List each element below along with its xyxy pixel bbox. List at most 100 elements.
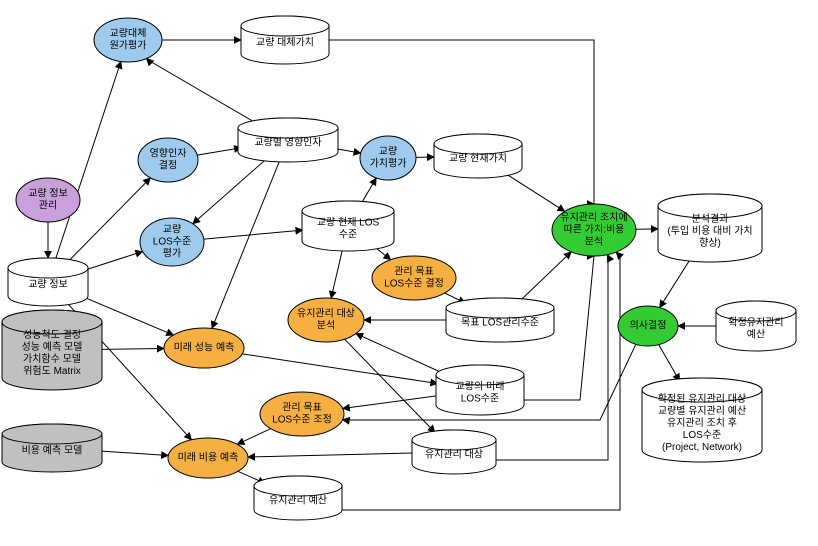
node-label: 성능 예측 모델 bbox=[22, 341, 83, 353]
n_goalLOSadjust: 관리 목표LOS수준 조정 bbox=[260, 392, 344, 436]
n_factorByBridge: 교량별 영향인자 bbox=[238, 118, 338, 162]
flow-diagram: 교량대체원가평가교량 대체가치교량 정보관리교량 정보성능척도 결정성능 예측 … bbox=[0, 0, 818, 546]
node-label: 결정 bbox=[159, 160, 177, 172]
n_costModel: 비용 예측 모델 bbox=[2, 424, 102, 472]
node-label: LOS수준 bbox=[153, 236, 191, 248]
node-label: 따른 가치:비용 bbox=[564, 224, 625, 236]
node-label: 교량 bbox=[163, 224, 181, 236]
n_goalLOSdecide: 관리 목표LOS수준 결정 bbox=[372, 256, 456, 300]
node-label: 확정된 유지관리 대상 bbox=[658, 393, 746, 405]
node-label: 관리 목표 bbox=[282, 402, 322, 414]
node-label: 성능척도 결정 bbox=[23, 329, 81, 341]
edge bbox=[212, 162, 279, 329]
edge bbox=[102, 451, 169, 455]
node-label: 미래 성능 예측 bbox=[174, 342, 235, 354]
edge bbox=[146, 58, 268, 130]
node-label: 향상) bbox=[699, 237, 721, 249]
edge bbox=[343, 396, 438, 409]
edge bbox=[68, 178, 150, 261]
edge bbox=[242, 354, 437, 384]
edge bbox=[237, 429, 270, 445]
node-label: LOS수준 조정 bbox=[272, 414, 332, 426]
node-label: 교량 정보 bbox=[28, 279, 68, 291]
node-label: 관리 목표 bbox=[394, 266, 434, 278]
node-label: 분석결과 bbox=[692, 213, 729, 225]
edge bbox=[248, 453, 412, 457]
edge bbox=[83, 251, 142, 270]
node-label: 유지관리 대상 bbox=[425, 449, 483, 461]
n_factorDecision: 영향인자결정 bbox=[138, 138, 198, 182]
node-label: 가치평가 bbox=[370, 158, 407, 170]
edge bbox=[193, 160, 266, 224]
node-label: 교량별 영향인자 bbox=[254, 137, 321, 149]
node-label: 분석 bbox=[585, 236, 603, 248]
node-label: 원가평가 bbox=[110, 40, 147, 52]
edge bbox=[362, 178, 376, 202]
node-label: 관리 bbox=[39, 200, 57, 212]
node-label: 유지관리 조치에 bbox=[560, 212, 627, 224]
node-label: 교량 bbox=[379, 146, 397, 158]
edge bbox=[660, 259, 690, 307]
node-label: 분석 bbox=[317, 320, 335, 332]
n_currentLOS: 교량 현재 LOS수준 bbox=[302, 201, 394, 251]
node-label: (투입 비용 대비 가치 bbox=[667, 224, 752, 237]
node-label: 유지관리 조치 후 bbox=[667, 417, 737, 429]
n_analysisResult: 분석결과(투입 비용 대비 가치향상) bbox=[658, 194, 762, 262]
node-label: 위험도 Matrix bbox=[23, 364, 81, 377]
node-label: 예산 bbox=[747, 329, 765, 341]
node-label: 교량 현재 LOS bbox=[317, 217, 380, 229]
node-label: 미래 비용 예측 bbox=[178, 452, 239, 464]
n_valueEval: 교량가치평가 bbox=[360, 136, 416, 180]
n_replPriceEval: 교량대체원가평가 bbox=[94, 18, 162, 62]
n_models: 성능척도 결정성능 예측 모델가치함수 모델위험도 Matrix bbox=[2, 310, 102, 390]
n_info: 교량 정보 bbox=[8, 258, 88, 306]
n_maintBudget: 유지관리 예산 bbox=[254, 476, 342, 520]
n_fixedBudget: 확정유지관리예산 bbox=[716, 301, 796, 351]
node-label: 영향인자 bbox=[150, 148, 187, 160]
node-label: LOS수준 결정 bbox=[384, 278, 444, 290]
edge bbox=[102, 349, 164, 350]
n_futurePerf: 미래 성능 예측 bbox=[164, 328, 244, 368]
node-label: 평가 bbox=[163, 248, 181, 260]
edge bbox=[204, 230, 303, 239]
edge bbox=[659, 345, 680, 381]
edge bbox=[197, 148, 241, 155]
node-label: 수준 bbox=[339, 229, 357, 241]
node-label: 교량 현재가치 bbox=[449, 153, 507, 165]
n_futureLOS: 교량의 미래LOS수준 bbox=[436, 365, 524, 415]
node-label: 교량별 유지관리 예산 bbox=[658, 405, 746, 417]
node-label: 교량 대체가치 bbox=[256, 37, 314, 49]
edge bbox=[345, 339, 435, 432]
node-label: LOS수준 bbox=[683, 429, 721, 441]
edge bbox=[521, 252, 571, 300]
node-label: LOS수준 bbox=[461, 393, 499, 405]
n_decision: 의사결정 bbox=[618, 306, 678, 346]
n_infoMgmt: 교량 정보관리 bbox=[16, 178, 80, 222]
edge bbox=[331, 251, 342, 298]
edge bbox=[356, 334, 446, 375]
edge bbox=[505, 173, 565, 211]
node-label: 비용 예측 모델 bbox=[22, 445, 83, 457]
n_maintTargetA: 유지관리 대상분석 bbox=[288, 298, 364, 342]
node-label: 의사결정 bbox=[630, 320, 667, 332]
n_replValue: 교량 대체가치 bbox=[241, 16, 329, 64]
edge bbox=[329, 40, 594, 204]
edge bbox=[56, 62, 121, 259]
n_finalResult: 확정된 유지관리 대상교량별 유지관리 예산유지관리 조치 후LOS수준(Pro… bbox=[642, 378, 762, 462]
n_goalLOSlevel: 목표 LOS관리수준 bbox=[446, 298, 554, 342]
n_futureCost: 미래 비용 예측 bbox=[168, 438, 248, 478]
node-label: 교량 정보 bbox=[28, 188, 68, 200]
node-label: 유지관리 대상 bbox=[297, 308, 355, 320]
node-label: 가치함수 모델 bbox=[23, 353, 81, 365]
node-label: 목표 LOS관리수준 bbox=[461, 317, 539, 329]
node-label: (Project, Network) bbox=[662, 442, 742, 453]
node-label: 유지관리 예산 bbox=[269, 495, 327, 507]
node-label: 교량대체 bbox=[110, 28, 147, 40]
n_losEval: 교량LOS수준평가 bbox=[140, 218, 204, 266]
n_maintTarget: 유지관리 대상 bbox=[412, 430, 496, 474]
nodes-layer: 교량대체원가평가교량 대체가치교량 정보관리교량 정보성능척도 결정성능 예측 … bbox=[2, 16, 796, 520]
node-label: 교량의 미래 bbox=[456, 381, 505, 393]
n_valueCostA: 유지관리 조치에따른 가치:비용분석 bbox=[552, 204, 636, 256]
node-label: 확정유지관리 bbox=[728, 317, 783, 329]
n_currentValue: 교량 현재가치 bbox=[434, 134, 522, 178]
